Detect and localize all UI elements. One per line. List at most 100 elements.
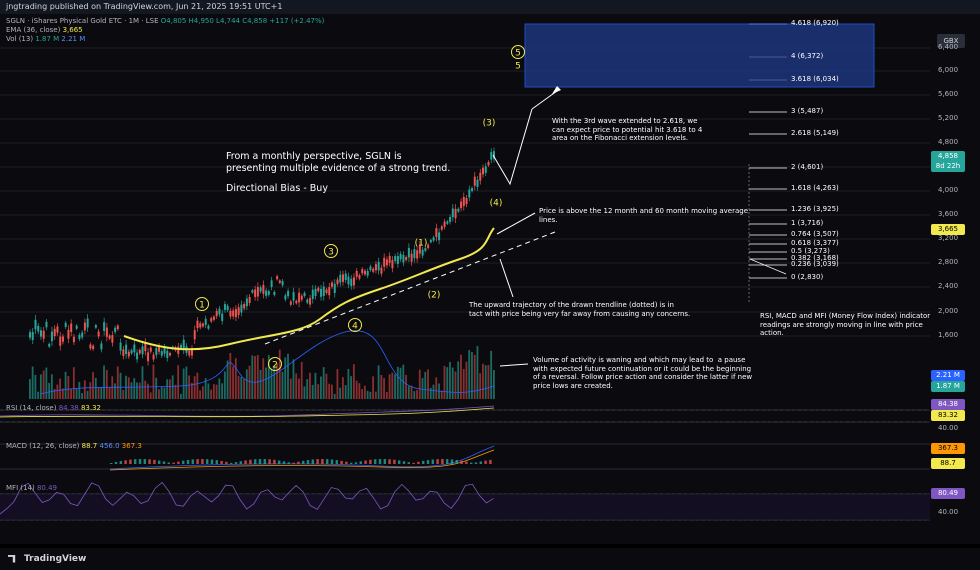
volume-bar [306,379,309,399]
volume-bar [320,376,322,399]
volume-bar [141,366,144,399]
candle-body [366,270,369,276]
macd-histogram-bar [201,459,204,464]
volume-bar [366,390,369,399]
fib-label: 0.236 (3,039) [791,260,839,268]
candle-body [295,300,298,304]
macd-histogram-bar [292,462,295,464]
candle-body [210,318,213,322]
vol-label[interactable]: Vol (13) [6,35,34,43]
volume-bar [295,373,298,399]
macd-histogram-bar [114,462,118,464]
candle-body [462,197,465,207]
candle-body [438,232,441,241]
arrow-ma [496,212,536,235]
candle-body [336,279,339,285]
arrow-indicators [749,258,787,275]
candle-body [114,327,117,333]
fib-label: 0 (2,830) [791,273,824,281]
fib-label: 0.764 (3,507) [791,230,839,238]
volume-bar [221,383,223,399]
wave-circle [511,45,525,59]
indicators-note: RSI, MACD and MFI (Money Flow Index) ind… [760,312,931,337]
wave-label-w4b: (4) [490,199,503,209]
volume-bar [333,393,336,399]
macd-tag-2: 88.7 [931,458,965,469]
macd-histogram-bar [167,462,170,464]
currency-button[interactable]: GBX [937,34,965,48]
macd-label[interactable]: MACD (12, 26, close) [6,442,80,450]
macd-histogram-bar [441,459,444,464]
volume-bar [416,389,418,399]
macd-histogram-bar [474,462,478,464]
macd-histogram-bar [431,459,434,464]
wave-circle [195,297,209,311]
fib-label: 3 (5,487) [791,107,824,115]
candle-body [270,280,273,287]
tradingview-icon [8,554,16,563]
volume-bar [254,356,256,399]
candle-body [177,346,180,354]
macd-histogram-bar [378,459,382,464]
price-tick: 1,600 [938,331,959,339]
candle-body [262,284,265,294]
candle-body [232,310,235,317]
volume-bar [207,383,210,399]
volume-bar [226,360,229,399]
volume-bar [232,366,234,399]
candle-body [432,237,435,241]
macd-histogram-bar [158,460,161,464]
chart-canvas[interactable]: 1 2 3 4 5 5 (1) (2) (3) (4) [0,14,980,544]
chart-area[interactable]: 1 2 3 4 5 5 (1) (2) (3) (4) SGLN · iShares Physic… [0,14,980,557]
macd-histogram-bar [196,459,199,464]
main-line-2: presenting multiple evidence of a strong… [226,163,451,174]
rsi-legend: RSI (14, close) 84.38 83.32 [6,404,101,413]
volume-bar [177,365,180,399]
candle-body [473,176,476,186]
symbol-label[interactable]: SGLN · iShares Physical Gold ETC · 1M · … [6,17,159,25]
volume-bar [92,372,94,399]
volume-bar [424,372,427,399]
mfi-label[interactable]: MFI (14) [6,484,35,492]
volume-bar [149,392,152,399]
macd-histogram-bar [297,461,300,464]
volume-bar [322,367,325,399]
volume-bar [374,391,377,399]
candle-body [130,350,133,354]
candle-body [207,325,210,329]
rsi-level: 40.00 [938,424,959,432]
main-line-1: From a monthly perspective, SGLN is [226,151,402,162]
volume-bar [303,386,306,399]
fib-target-box [524,23,875,88]
volume-bar [270,368,273,399]
main-legend: SGLN · iShares Physical Gold ETC · 1M · … [6,17,324,44]
volume-bar [355,380,358,399]
volume-bar [407,386,410,399]
volume-bar [427,369,429,399]
volume-bar [377,365,380,399]
volume-bar [352,364,355,399]
ohlc-values: O4,805 H4,950 L4,744 C4,858 +117 (+2.47%… [160,17,325,25]
candle-body [212,316,215,320]
volume-bar [369,391,372,399]
candle-body [237,307,240,315]
volume-bar [278,349,281,399]
price-tick: 2,400 [938,282,959,290]
volume-bar [350,376,353,399]
rsi-tag-2: 83.32 [931,410,965,421]
macd-histogram-bar [268,459,271,464]
tradingview-logo[interactable]: TradingView [8,548,86,570]
rsi-label[interactable]: RSI (14, close) [6,404,57,412]
volume-bar [421,377,424,399]
candle-body [358,275,361,279]
macd-histogram-bar [258,459,262,464]
candle-body [383,257,386,267]
candle-body [440,226,443,230]
candle-body [180,344,183,349]
candle-body [322,286,325,296]
volume-bar [259,369,262,399]
projection-path [492,108,533,186]
volume-bar [61,388,64,399]
ema-label[interactable]: EMA (36, close) [6,26,61,34]
candle-body [103,322,106,331]
